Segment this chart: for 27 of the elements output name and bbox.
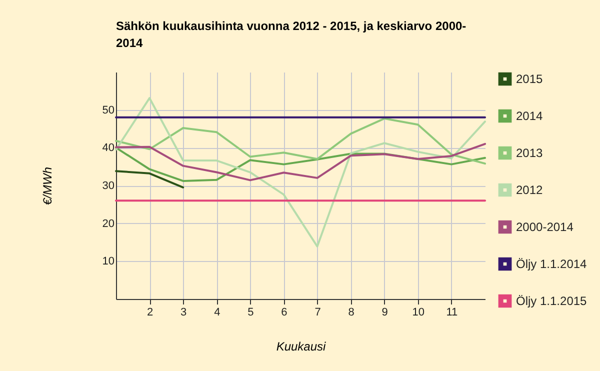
legend-label: Öljy 1.1.2014	[516, 257, 588, 271]
legend-label: 2014	[516, 109, 544, 123]
legend-label: Öljy 1.1.2015	[516, 294, 588, 308]
legend-label: 2000-2014	[516, 220, 574, 234]
chart-title: Sähkön kuukausihinta vuonna 2012 - 2015, ja keskiarvo 2000-2014	[116, 19, 466, 50]
y-tick-label: 20	[102, 218, 114, 230]
line-series	[115, 97, 486, 248]
x-tick-label: 9	[382, 306, 388, 318]
line-series	[115, 118, 486, 165]
legend-label: 2013	[516, 146, 544, 160]
y-axis-title: €/MWh	[40, 166, 54, 206]
x-tick-label: 8	[348, 306, 354, 318]
y-tick-label: 40	[102, 142, 114, 154]
y-tick-label: 30	[102, 180, 114, 192]
x-tick-label: 2	[146, 306, 154, 318]
x-axis-title: Kuukausi	[276, 340, 326, 354]
legend-label: 2012	[516, 183, 544, 197]
x-tick-label: 5	[248, 306, 254, 318]
x-tick-label: 4	[214, 306, 220, 318]
x-tick-label: 10	[412, 306, 425, 318]
y-tick-label: 10	[102, 256, 114, 268]
x-tick-label: 7	[314, 306, 321, 318]
x-tick-label: 6	[281, 306, 288, 318]
x-tick-label: 11	[446, 306, 458, 318]
y-tick-label: 50	[102, 104, 114, 116]
x-tick-label: 3	[180, 306, 187, 318]
legend-label: 2015	[516, 72, 544, 86]
